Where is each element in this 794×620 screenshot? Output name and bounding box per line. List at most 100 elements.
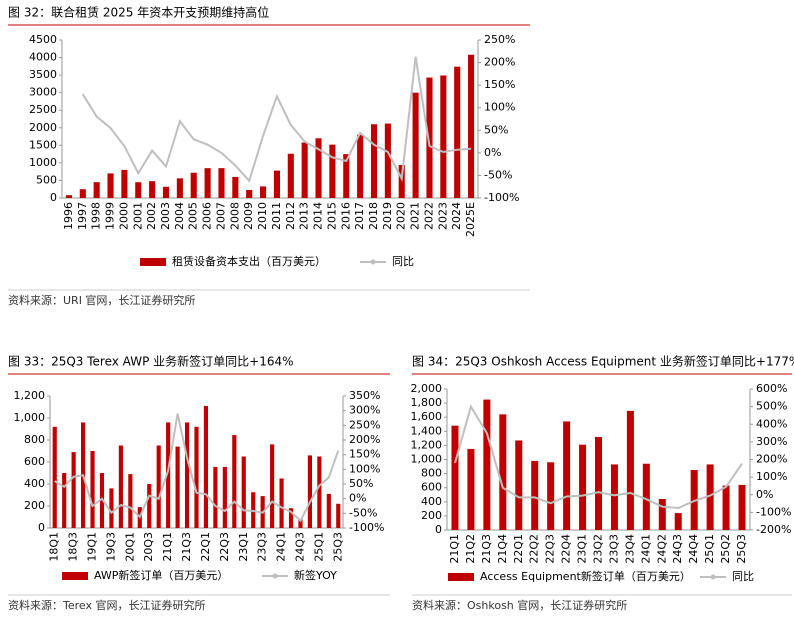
y-tick-label: 0 xyxy=(38,521,45,534)
x-tick-label: 20Q1 xyxy=(123,532,136,562)
bar xyxy=(315,138,322,198)
bar xyxy=(166,422,171,528)
y-tick-label: 100% xyxy=(756,470,787,483)
y-tick-label: 150% xyxy=(349,448,380,461)
x-tick-label: 21Q2 xyxy=(464,534,477,564)
bar xyxy=(246,189,253,198)
bar xyxy=(563,421,571,530)
y-tick-label: 1000 xyxy=(29,156,57,169)
bar xyxy=(184,422,190,528)
y-tick-label: 100% xyxy=(484,101,515,114)
y-tick-label: 350% xyxy=(349,389,380,402)
y-tick-label: 4000 xyxy=(29,51,57,64)
bar xyxy=(451,425,459,530)
y-tick-label: 400% xyxy=(756,417,787,430)
x-tick-label: 20Q3 xyxy=(142,532,155,562)
x-tick-label: 2012 xyxy=(284,202,297,230)
x-tick-label: 25Q3 xyxy=(331,532,344,562)
y-tick-label: 0% xyxy=(756,488,773,501)
x-tick-label: 22Q1 xyxy=(512,534,525,564)
y-tick-label: 0 xyxy=(50,191,57,204)
bar xyxy=(531,460,539,530)
y-tick-label: -100% xyxy=(756,505,791,518)
y-tick-label: 50% xyxy=(349,477,373,490)
y-tick-label: -50% xyxy=(349,506,377,519)
bar xyxy=(65,195,72,198)
y-tick-label: -200% xyxy=(756,523,791,536)
x-tick-label: 23Q1 xyxy=(237,532,250,562)
bar xyxy=(62,473,67,528)
legend-label: 同比 xyxy=(392,255,414,268)
x-tick-label: 2017 xyxy=(353,202,366,230)
bar xyxy=(336,503,341,528)
bar xyxy=(468,54,475,198)
bar xyxy=(128,474,133,528)
y-tick-label: 200% xyxy=(484,56,515,69)
source: 资料来源：Terex 官网，长江证券研究所 xyxy=(8,598,205,612)
x-tick-label: 1996 xyxy=(62,202,75,230)
x-tick-label: 21Q1 xyxy=(448,534,461,564)
y-tick-label: 2,000 xyxy=(411,382,443,395)
bar xyxy=(515,440,523,530)
bar xyxy=(426,77,433,198)
bar xyxy=(547,462,555,530)
source: 资料来源：URI 官网，长江证券研究所 xyxy=(8,293,195,307)
x-tick-label: 1999 xyxy=(104,202,117,230)
bar xyxy=(610,464,618,530)
x-tick-label: 22Q3 xyxy=(218,532,231,562)
x-tick-label: 2005 xyxy=(187,202,200,230)
line xyxy=(454,404,743,510)
x-tick-label: 24Q1 xyxy=(275,532,288,562)
y-tick-label: 1,800 xyxy=(411,396,443,409)
x-tick-label: 2008 xyxy=(228,202,241,230)
x-tick-label: 2025E xyxy=(464,202,477,237)
x-tick-label: 22Q1 xyxy=(199,532,212,562)
x-tick-label: 2004 xyxy=(173,202,186,230)
x-tick-label: 25Q2 xyxy=(719,534,732,564)
bar xyxy=(287,153,294,198)
y-tick-label: 400 xyxy=(24,477,45,490)
chart-title: 图 33：25Q3 Terex AWP 业务新签订单同比+164% xyxy=(8,354,294,369)
y-tick-label: 250% xyxy=(349,418,380,431)
bar xyxy=(288,508,294,528)
bar xyxy=(79,189,86,198)
bar xyxy=(398,164,405,198)
y-tick-label: 200 xyxy=(24,499,45,512)
x-tick-label: 2022 xyxy=(422,202,435,230)
y-tick-label: 500% xyxy=(756,400,787,413)
y-tick-label: 200% xyxy=(756,453,787,466)
bar xyxy=(343,154,350,198)
bar xyxy=(384,123,391,198)
bar xyxy=(326,493,331,528)
legend-swatch xyxy=(370,259,376,265)
bar xyxy=(232,176,239,198)
bar xyxy=(626,410,634,530)
x-tick-label: 2014 xyxy=(312,202,325,230)
legend-label: 租赁设备资本支出（百万美元） xyxy=(172,254,326,268)
bar xyxy=(722,485,730,530)
x-tick-label: 2020 xyxy=(395,202,408,230)
y-tick-label: 1,000 xyxy=(411,453,443,466)
bar xyxy=(241,456,246,528)
bar xyxy=(162,186,170,198)
bar xyxy=(658,498,666,530)
source: 资料来源：Oshkosh 官网，长江证券研究所 xyxy=(412,598,627,612)
bar xyxy=(370,124,378,198)
line xyxy=(81,56,472,183)
x-tick-label: 18Q1 xyxy=(48,532,61,562)
y-tick-label: 1,600 xyxy=(411,410,443,423)
legend-swatch xyxy=(272,573,278,579)
y-tick-label: 600% xyxy=(756,382,787,395)
bar xyxy=(579,444,587,530)
bar xyxy=(176,178,183,198)
bar xyxy=(109,488,114,528)
y-tick-label: 3000 xyxy=(29,86,57,99)
x-tick-label: 22Q3 xyxy=(544,534,557,564)
x-tick-label: 1997 xyxy=(76,202,89,230)
y-tick-label: 500 xyxy=(36,173,57,186)
x-tick-label: 24Q3 xyxy=(293,532,306,562)
bar xyxy=(594,436,603,530)
x-tick-label: 2001 xyxy=(131,202,144,230)
x-tick-label: 23Q1 xyxy=(576,534,589,564)
